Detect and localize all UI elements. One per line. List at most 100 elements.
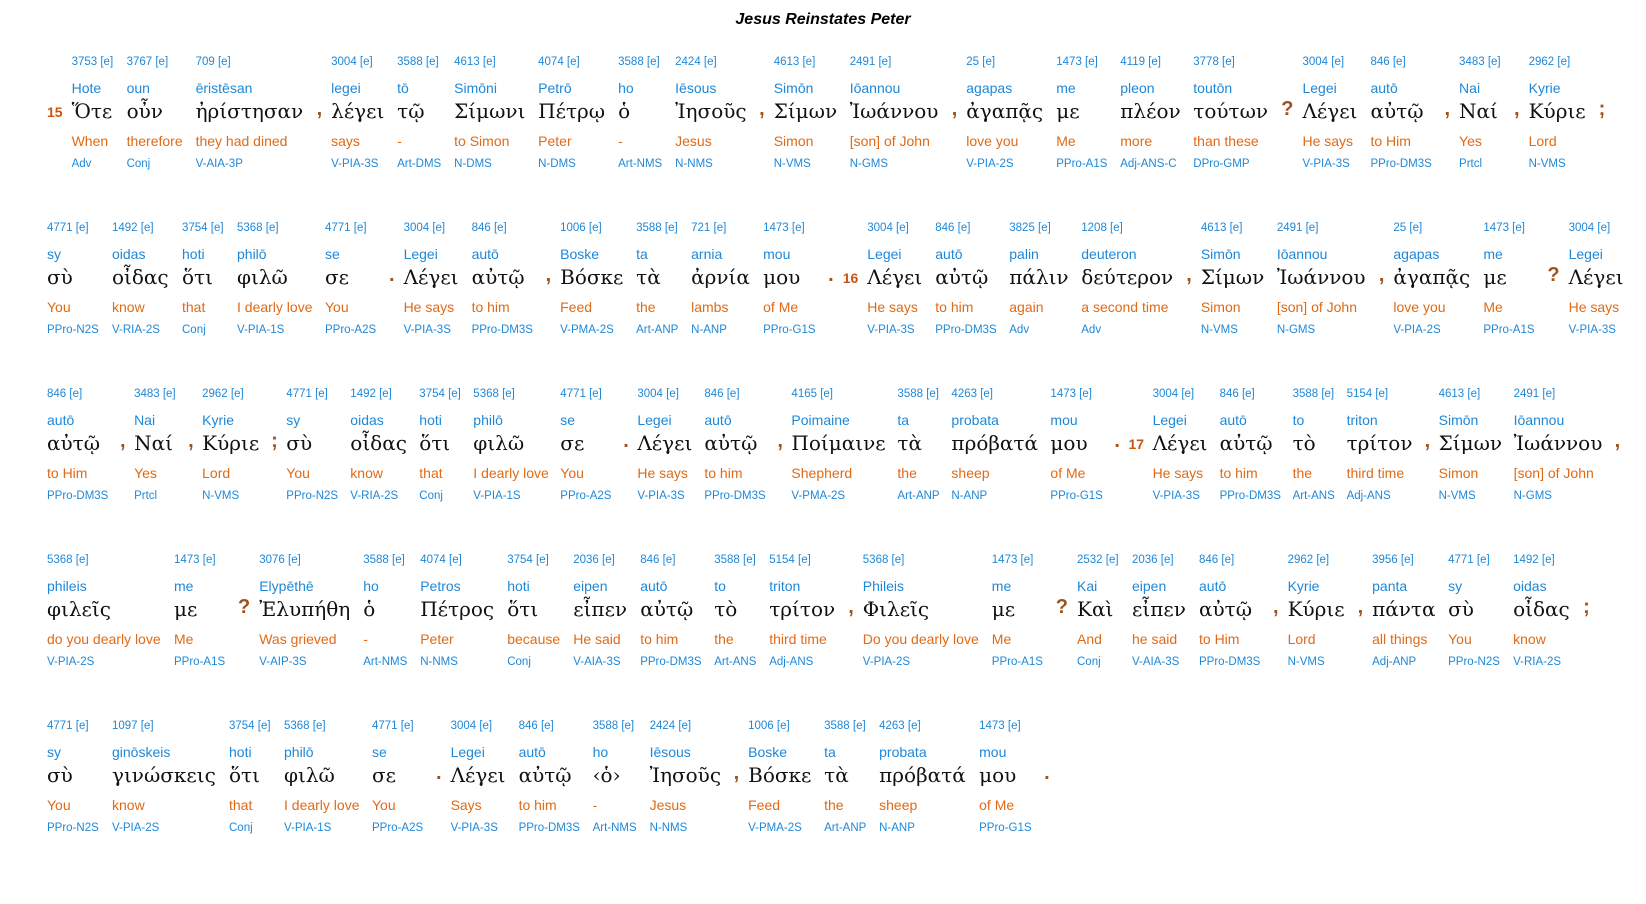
strongs-number-link[interactable]: 3754 [e] (507, 554, 549, 566)
parsing-code-link[interactable]: V-RIA-2S (112, 324, 160, 336)
parsing-code-link[interactable]: V-PIA-1S (237, 324, 285, 336)
parsing-code-link[interactable]: PPro-N2S (47, 822, 99, 834)
strongs-number-link[interactable]: 4613 [e] (773, 56, 816, 68)
parsing-code-link[interactable]: V-AIA-3P (195, 158, 243, 170)
strongs-number-link[interactable]: 1006 [e] (560, 222, 602, 234)
parsing-code-link[interactable]: Conj (182, 324, 206, 336)
parsing-code-link[interactable]: N-VMS (773, 158, 811, 170)
parsing-code-link[interactable]: V-AIA-3S (1132, 656, 1180, 668)
parsing-code-link[interactable]: Adj-ANS (1346, 490, 1391, 502)
parsing-code-link[interactable]: V-PIA-2S (966, 158, 1014, 170)
strongs-number-link[interactable]: 4119 [e] (1120, 56, 1161, 68)
parsing-code-link[interactable]: Adj-ANS-C (1120, 158, 1177, 170)
parsing-code-link[interactable]: N-GMS (1276, 324, 1316, 336)
strongs-number-link[interactable]: 3004 [e] (1152, 388, 1195, 400)
parsing-code-link[interactable]: PPro-DM3S (640, 656, 702, 668)
parsing-code-link[interactable]: Art-ANS (714, 656, 757, 668)
strongs-number-link[interactable]: 709 [e] (195, 56, 231, 68)
strongs-number-link[interactable]: 2962 [e] (202, 388, 244, 400)
strongs-number-link[interactable]: 1473 [e] (763, 222, 805, 234)
parsing-code-link[interactable]: Conj (419, 490, 443, 502)
strongs-number-link[interactable]: 3004 [e] (1302, 56, 1345, 68)
parsing-code-link[interactable]: PPro-DM3S (47, 490, 109, 502)
parsing-code-link[interactable]: V-PIA-3S (637, 490, 685, 502)
parsing-code-link[interactable]: N-ANP (879, 822, 915, 834)
parsing-code-link[interactable]: N-VMS (1438, 490, 1476, 502)
strongs-number-link[interactable]: 721 [e] (691, 222, 727, 234)
strongs-number-link[interactable]: 1473 [e] (1056, 56, 1098, 68)
strongs-number-link[interactable]: 3588 [e] (1292, 388, 1335, 400)
parsing-code-link[interactable]: N-NMS (649, 822, 688, 834)
strongs-number-link[interactable]: 1492 [e] (1513, 554, 1555, 566)
parsing-code-link[interactable]: PPro-N2S (47, 324, 99, 336)
parsing-code-link[interactable]: V-PIA-3S (331, 158, 379, 170)
strongs-number-link[interactable]: 846 [e] (704, 388, 740, 400)
parsing-code-link[interactable]: V-PIA-2S (47, 656, 95, 668)
strongs-number-link[interactable]: 3483 [e] (134, 388, 176, 400)
parsing-code-link[interactable]: Conj (1077, 656, 1101, 668)
strongs-number-link[interactable]: 2491 [e] (849, 56, 892, 68)
strongs-number-link[interactable]: 3825 [e] (1009, 222, 1051, 234)
strongs-number-link[interactable]: 3588 [e] (636, 222, 678, 234)
strongs-number-link[interactable]: 3778 [e] (1193, 56, 1235, 68)
parsing-code-link[interactable]: V-PIA-2S (1393, 324, 1441, 336)
parsing-code-link[interactable]: V-PMA-2S (560, 324, 614, 336)
parsing-code-link[interactable]: DPro-GMP (1193, 158, 1250, 170)
parsing-code-link[interactable]: Prtcl (1459, 158, 1483, 170)
strongs-number-link[interactable]: 3956 [e] (1372, 554, 1414, 566)
parsing-code-link[interactable]: V-PIA-2S (112, 822, 160, 834)
strongs-number-link[interactable]: 846 [e] (935, 222, 971, 234)
parsing-code-link[interactable]: PPro-G1S (1050, 490, 1103, 502)
strongs-number-link[interactable]: 3004 [e] (331, 56, 373, 68)
parsing-code-link[interactable]: Art-ANS (1292, 490, 1335, 502)
strongs-number-link[interactable]: 3004 [e] (1568, 222, 1611, 234)
parsing-code-link[interactable]: V-PIA-3S (1302, 158, 1350, 170)
parsing-code-link[interactable]: N-GMS (1513, 490, 1552, 502)
strongs-number-link[interactable]: 2962 [e] (1287, 554, 1330, 566)
strongs-number-link[interactable]: 3588 [e] (397, 56, 439, 68)
strongs-number-link[interactable]: 5368 [e] (47, 554, 89, 566)
strongs-number-link[interactable]: 1492 [e] (112, 222, 154, 234)
parsing-code-link[interactable]: Art-DMS (397, 158, 442, 170)
strongs-number-link[interactable]: 2424 [e] (675, 56, 717, 68)
strongs-number-link[interactable]: 3588 [e] (714, 554, 756, 566)
strongs-number-link[interactable]: 1473 [e] (1483, 222, 1525, 234)
strongs-number-link[interactable]: 3767 [e] (126, 56, 169, 68)
strongs-number-link[interactable]: 4613 [e] (1438, 388, 1481, 400)
strongs-number-link[interactable]: 3588 [e] (824, 720, 866, 732)
parsing-code-link[interactable]: N-DMS (538, 158, 576, 170)
parsing-code-link[interactable]: PPro-A2S (560, 490, 612, 502)
parsing-code-link[interactable]: N-GMS (849, 158, 889, 170)
parsing-code-link[interactable]: PPro-DM3S (518, 822, 580, 834)
strongs-number-link[interactable]: 846 [e] (1370, 56, 1406, 68)
strongs-number-link[interactable]: 5154 [e] (769, 554, 811, 566)
strongs-number-link[interactable]: 3076 [e] (259, 554, 301, 566)
strongs-number-link[interactable]: 1492 [e] (350, 388, 392, 400)
strongs-number-link[interactable]: 4771 [e] (286, 388, 328, 400)
parsing-code-link[interactable]: PPro-DM3S (935, 324, 997, 336)
parsing-code-link[interactable]: V-PIA-3S (867, 324, 915, 336)
strongs-number-link[interactable]: 3753 [e] (71, 56, 114, 68)
parsing-code-link[interactable]: PPro-A2S (325, 324, 377, 336)
strongs-number-link[interactable]: 2962 [e] (1528, 56, 1571, 68)
strongs-number-link[interactable]: 3754 [e] (419, 388, 461, 400)
parsing-code-link[interactable]: V-PIA-3S (1152, 490, 1200, 502)
parsing-code-link[interactable]: Conj (229, 822, 253, 834)
strongs-number-link[interactable]: 2532 [e] (1077, 554, 1119, 566)
strongs-number-link[interactable]: 2036 [e] (573, 554, 615, 566)
strongs-number-link[interactable]: 2424 [e] (649, 720, 692, 732)
strongs-number-link[interactable]: 4074 [e] (420, 554, 462, 566)
strongs-number-link[interactable]: 3004 [e] (450, 720, 493, 732)
parsing-code-link[interactable]: V-PMA-2S (791, 490, 846, 502)
parsing-code-link[interactable]: PPro-DM3S (471, 324, 533, 336)
strongs-number-link[interactable]: 5368 [e] (284, 720, 326, 732)
strongs-number-link[interactable]: 846 [e] (1199, 554, 1235, 566)
strongs-number-link[interactable]: 4771 [e] (560, 388, 602, 400)
strongs-number-link[interactable]: 3754 [e] (182, 222, 224, 234)
parsing-code-link[interactable]: PPro-N2S (286, 490, 339, 502)
strongs-number-link[interactable]: 846 [e] (47, 388, 83, 400)
parsing-code-link[interactable]: N-DMS (454, 158, 492, 170)
parsing-code-link[interactable]: V-AIA-3S (573, 656, 621, 668)
parsing-code-link[interactable]: N-NMS (675, 158, 713, 170)
strongs-number-link[interactable]: 4771 [e] (325, 222, 367, 234)
